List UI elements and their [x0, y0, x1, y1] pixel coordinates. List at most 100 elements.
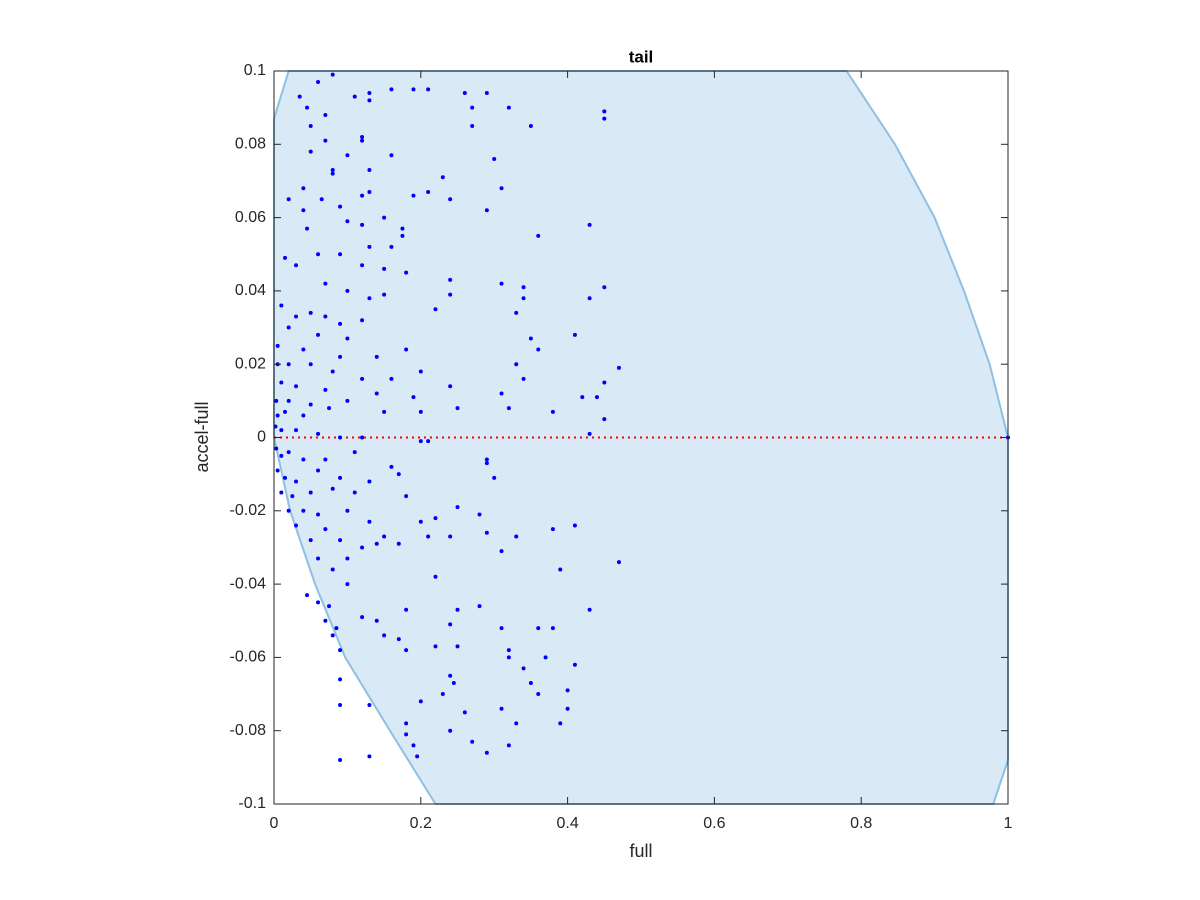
- point: [404, 270, 409, 275]
- point: [572, 662, 577, 667]
- point: [274, 398, 279, 403]
- chart-title: tail: [629, 47, 654, 66]
- point: [455, 406, 460, 411]
- point: [294, 314, 299, 319]
- point: [352, 94, 357, 99]
- point: [499, 391, 504, 396]
- point: [345, 508, 350, 513]
- point: [492, 156, 497, 161]
- point: [514, 362, 519, 367]
- point: [400, 226, 405, 231]
- point: [294, 263, 299, 268]
- point: [367, 754, 372, 759]
- point: [536, 626, 541, 631]
- point: [448, 534, 453, 539]
- point: [360, 134, 365, 139]
- point: [418, 439, 423, 444]
- point: [308, 490, 313, 495]
- point: [521, 296, 526, 301]
- y-tick-label: 0.1: [244, 62, 266, 79]
- point: [374, 354, 379, 359]
- point: [448, 728, 453, 733]
- point: [382, 409, 387, 414]
- point: [367, 167, 372, 172]
- point: [433, 516, 438, 521]
- point: [323, 314, 328, 319]
- point: [499, 281, 504, 286]
- point: [338, 758, 343, 763]
- point: [543, 655, 548, 660]
- point: [448, 673, 453, 678]
- point: [294, 479, 299, 484]
- point: [477, 604, 482, 609]
- point: [426, 534, 431, 539]
- point: [415, 754, 420, 759]
- point: [345, 556, 350, 561]
- point: [294, 523, 299, 528]
- point: [506, 105, 511, 110]
- x-tick-label: 0: [270, 815, 279, 832]
- point: [448, 197, 453, 202]
- point: [382, 266, 387, 271]
- point: [499, 626, 504, 631]
- point: [404, 732, 409, 737]
- point: [323, 527, 328, 532]
- point: [572, 523, 577, 528]
- point: [367, 244, 372, 249]
- x-tick-label: 1: [1004, 815, 1013, 832]
- point: [338, 475, 343, 480]
- point: [528, 681, 533, 686]
- point: [323, 387, 328, 392]
- point: [338, 204, 343, 209]
- point: [345, 288, 350, 293]
- point: [275, 468, 280, 473]
- point: [286, 398, 291, 403]
- point: [536, 347, 541, 352]
- point: [345, 398, 350, 403]
- point: [290, 494, 295, 499]
- point: [448, 277, 453, 282]
- point: [433, 644, 438, 649]
- point: [308, 402, 313, 407]
- y-tick-label: -0.04: [230, 575, 267, 592]
- point: [616, 560, 621, 565]
- point: [536, 233, 541, 238]
- point: [283, 409, 288, 414]
- point: [275, 413, 280, 418]
- point: [514, 721, 519, 726]
- point: [382, 534, 387, 539]
- point: [338, 354, 343, 359]
- point: [484, 750, 489, 755]
- point: [360, 318, 365, 323]
- y-tick-label: -0.02: [230, 502, 267, 519]
- point: [448, 622, 453, 627]
- point: [528, 336, 533, 341]
- point: [279, 380, 284, 385]
- y-tick-label: 0.08: [235, 136, 266, 153]
- point: [404, 607, 409, 612]
- point: [308, 123, 313, 128]
- point: [338, 703, 343, 708]
- point: [316, 79, 321, 84]
- point: [521, 376, 526, 381]
- point: [352, 490, 357, 495]
- point: [506, 655, 511, 660]
- point: [389, 153, 394, 158]
- point: [506, 648, 511, 653]
- point: [319, 197, 324, 202]
- point: [323, 618, 328, 623]
- point: [374, 391, 379, 396]
- point: [418, 369, 423, 374]
- point: [572, 332, 577, 337]
- point: [367, 479, 372, 484]
- y-tick-label: 0: [257, 429, 266, 446]
- point: [301, 413, 306, 418]
- point: [499, 549, 504, 554]
- point: [305, 105, 310, 110]
- point: [404, 648, 409, 653]
- y-tick-label: 0.06: [235, 209, 266, 226]
- point: [294, 428, 299, 433]
- point: [286, 508, 291, 513]
- point: [462, 90, 467, 95]
